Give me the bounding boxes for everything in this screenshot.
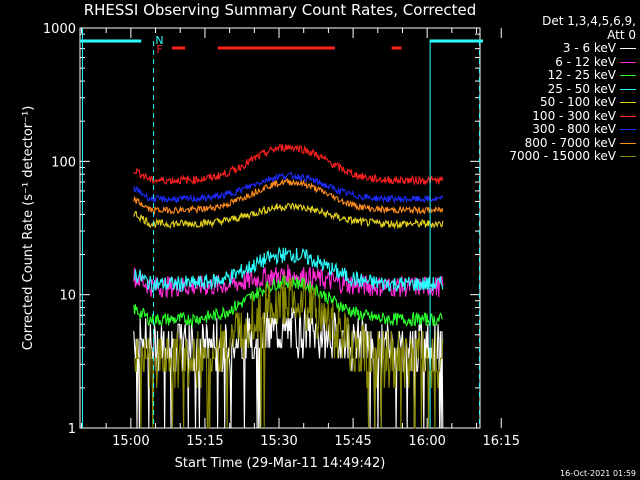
legend-label: 300 - 800 keV bbox=[532, 122, 616, 136]
legend-swatch bbox=[620, 102, 636, 104]
legend-label: 25 - 50 keV bbox=[547, 81, 616, 96]
legend-swatch bbox=[620, 75, 636, 77]
series-line bbox=[133, 307, 444, 429]
legend-label: 800 - 7000 keV bbox=[524, 135, 616, 150]
series-line bbox=[133, 177, 444, 216]
x-tick-label: 15:00 bbox=[112, 434, 149, 449]
legend-swatch bbox=[620, 88, 636, 90]
legend-swatch bbox=[620, 129, 636, 131]
legend-swatch bbox=[620, 142, 636, 144]
legend-label: 7000 - 15000 keV bbox=[509, 149, 616, 163]
legend-label: 6 - 12 keV bbox=[555, 54, 616, 69]
series-line bbox=[133, 246, 444, 293]
legend-item: 12 - 25 keV bbox=[484, 68, 636, 83]
y-tick-label: 1000 bbox=[43, 22, 76, 37]
legend-swatch bbox=[620, 156, 636, 158]
x-axis-label: Start Time (29-Mar-11 14:49:42) bbox=[175, 456, 386, 471]
legend-swatch bbox=[620, 115, 636, 117]
legend-item: 50 - 100 keV bbox=[484, 95, 636, 110]
legend-swatch bbox=[620, 48, 636, 50]
chart-title: RHESSI Observing Summary Count Rates, Co… bbox=[83, 1, 477, 19]
series-line bbox=[133, 275, 444, 429]
legend-item: 100 - 300 keV bbox=[484, 108, 636, 124]
detector-info-line-1: Det 1,3,4,5,6,9, bbox=[542, 14, 636, 28]
legend-swatch bbox=[620, 61, 636, 63]
y-tick-label: 100 bbox=[51, 155, 76, 170]
x-tick-label: 15:30 bbox=[260, 434, 297, 449]
legend-label: 12 - 25 keV bbox=[547, 68, 616, 82]
detector-info-line-2: Att 0 bbox=[607, 28, 636, 42]
flare-flag-label: F bbox=[156, 43, 162, 56]
x-tick-label: 15:15 bbox=[186, 434, 223, 449]
legend-item: 300 - 800 keV bbox=[484, 122, 636, 137]
legend: Det 1,3,4,5,6,9, Att 0 3 - 6 keV 6 - 12 k… bbox=[484, 14, 636, 164]
y-tick-label: 1 bbox=[68, 422, 76, 437]
y-axis-label: Corrected Count Rate (s⁻¹ detector⁻¹) bbox=[21, 106, 36, 351]
legend-label: 3 - 6 keV bbox=[562, 41, 616, 55]
legend-label: 100 - 300 keV bbox=[532, 108, 616, 123]
legend-item: 7000 - 15000 keV bbox=[484, 149, 636, 164]
x-tick-label: 15:45 bbox=[334, 434, 371, 449]
series-line bbox=[133, 143, 444, 186]
series-line bbox=[133, 202, 444, 230]
legend-item: 6 - 12 keV bbox=[484, 54, 636, 70]
legend-label: 50 - 100 keV bbox=[539, 95, 616, 109]
series-line bbox=[133, 171, 444, 205]
timestamp: 16-Oct-2021 01:59 bbox=[560, 469, 636, 478]
series-line bbox=[133, 264, 444, 299]
legend-item: 3 - 6 keV bbox=[484, 41, 636, 56]
x-tick-label: 16:00 bbox=[408, 434, 445, 449]
legend-item: 25 - 50 keV bbox=[484, 81, 636, 97]
plot-frame bbox=[79, 27, 481, 429]
x-tick-label: 16:15 bbox=[483, 434, 520, 449]
y-tick-label: 10 bbox=[59, 289, 76, 304]
legend-item: 800 - 7000 keV bbox=[484, 135, 636, 151]
night-flag-label: N bbox=[155, 34, 163, 47]
series-line bbox=[133, 275, 443, 328]
